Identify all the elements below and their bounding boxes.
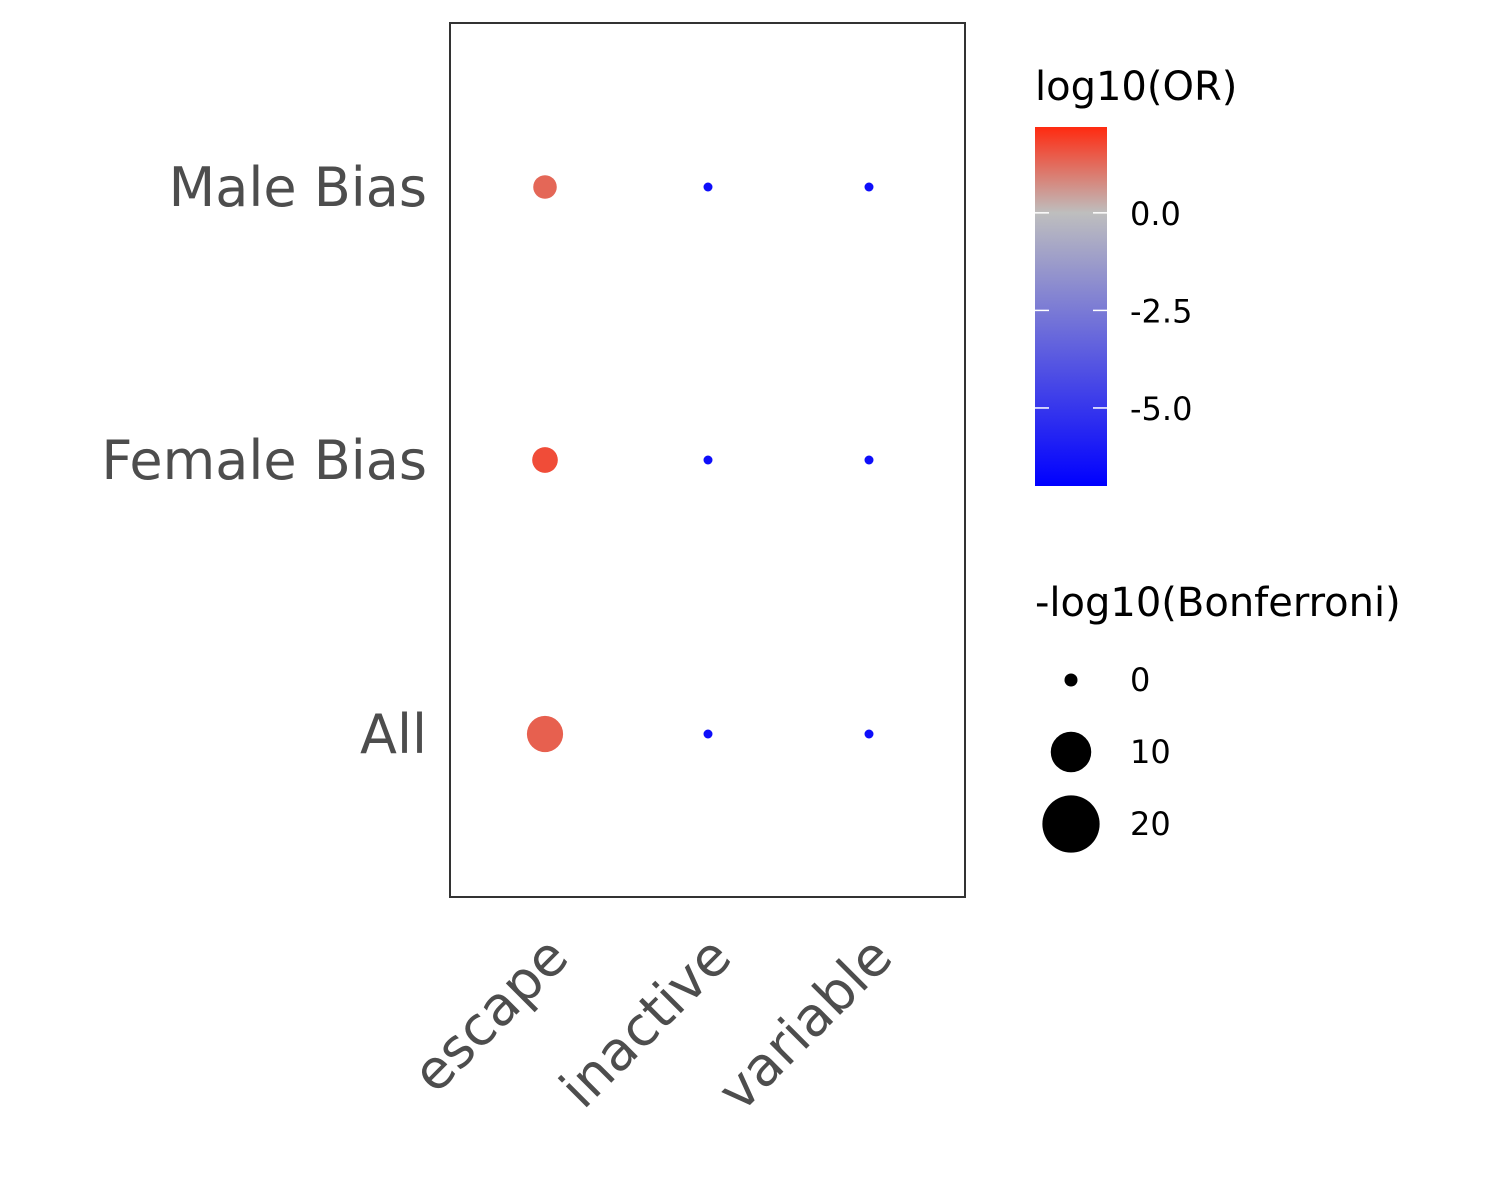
size-legend-dot-10 bbox=[1050, 731, 1092, 773]
y-axis-labels: Male Bias Female Bias All bbox=[101, 156, 427, 766]
y-tick-label-all: All bbox=[360, 703, 427, 766]
y-tick-label-male-bias: Male Bias bbox=[169, 156, 427, 219]
size-legend-label-20: 20 bbox=[1130, 805, 1171, 843]
x-tick-label-variable: variable bbox=[706, 925, 905, 1124]
color-bar-ticks: 0.0 -2.5 -5.0 bbox=[1035, 195, 1192, 428]
data-points bbox=[526, 175, 874, 753]
x-tick-label-inactive: inactive bbox=[548, 925, 743, 1120]
point-all-inactive bbox=[703, 729, 713, 739]
color-legend-title: log10(OR) bbox=[1035, 64, 1237, 110]
point-female-bias-inactive bbox=[703, 455, 713, 465]
size-legend-title: -log10(Bonferroni) bbox=[1035, 580, 1401, 626]
y-tick-label-female-bias: Female Bias bbox=[101, 429, 427, 492]
color-tick-label--2-5: -2.5 bbox=[1130, 292, 1192, 330]
size-legend: -log10(Bonferroni) 0 10 20 bbox=[1035, 580, 1401, 853]
color-bar bbox=[1035, 127, 1107, 486]
size-legend-label-0: 0 bbox=[1130, 661, 1150, 699]
size-legend-dot-0 bbox=[1064, 673, 1078, 687]
color-legend: log10(OR) 0.0 -2.5 -5.0 bbox=[1035, 64, 1237, 486]
color-tick-label--5-0: -5.0 bbox=[1130, 390, 1192, 428]
point-all-variable bbox=[864, 729, 874, 739]
point-all-escape bbox=[526, 715, 564, 753]
point-male-bias-variable bbox=[864, 182, 874, 192]
size-legend-label-10: 10 bbox=[1130, 733, 1171, 771]
point-female-bias-escape bbox=[532, 447, 558, 473]
size-legend-entries: 0 10 20 bbox=[1042, 661, 1171, 853]
point-male-bias-inactive bbox=[703, 182, 713, 192]
point-female-bias-variable bbox=[864, 455, 874, 465]
color-tick-label-0-0: 0.0 bbox=[1130, 195, 1181, 233]
point-male-bias-escape bbox=[533, 175, 557, 199]
size-legend-dot-20 bbox=[1042, 795, 1100, 853]
